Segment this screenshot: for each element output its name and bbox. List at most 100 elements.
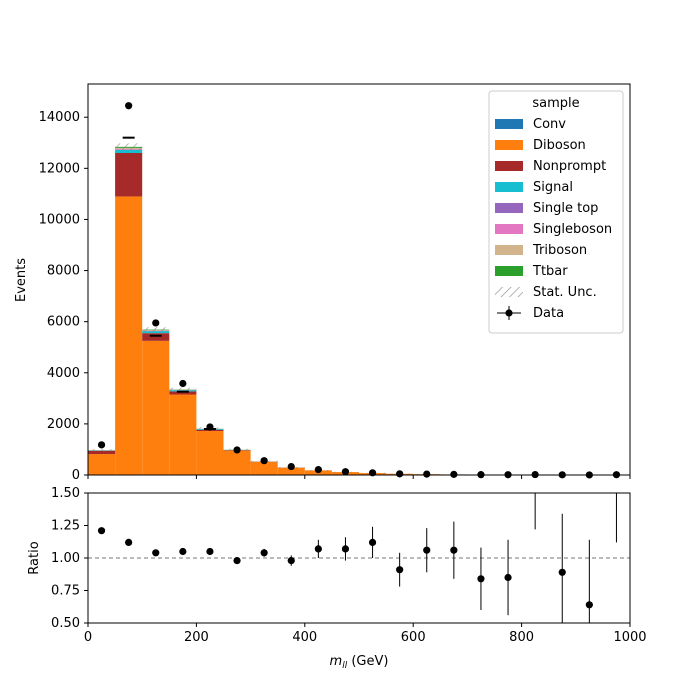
bar-diboson: [115, 196, 143, 475]
ratio-point: [233, 557, 241, 565]
ratio-point: [152, 549, 160, 557]
stat-unc-band: [142, 327, 170, 332]
ratio-point: [585, 601, 593, 609]
data-point: [396, 470, 404, 478]
main-y-ticks: 0 2000 4000 6000 8000 10000 12000 14000: [39, 110, 88, 483]
ratio-point: [504, 573, 512, 582]
legend-swatch-nonprompt: [495, 161, 523, 171]
ratio-point: [341, 545, 350, 553]
legend-label-ttbar: Ttbar: [532, 264, 568, 279]
x-tick-label: 1000: [613, 630, 646, 645]
legend-swatch-data: [505, 309, 513, 317]
ratio-point: [125, 538, 133, 547]
legend-swatch-conv: [495, 119, 523, 129]
data-point: [125, 102, 133, 110]
y-tick-label: 0: [72, 468, 80, 483]
x-tick-label: 0: [84, 630, 92, 645]
data-point: [233, 446, 241, 454]
legend-title: sample: [532, 96, 579, 111]
bar-signal: [115, 149, 143, 153]
bar-diboson: [196, 431, 224, 475]
data-point: [260, 457, 268, 465]
stat-unc-band: [115, 143, 143, 151]
data-point: [423, 470, 431, 478]
bar-signal: [142, 331, 170, 334]
y-tick-label: 4000: [47, 366, 80, 381]
y-tick-label: 2000: [47, 417, 80, 432]
main-plot-frame: [87, 83, 631, 476]
main-x-ticks: [87, 475, 631, 479]
ratio-y-tick-label: 0.75: [51, 584, 80, 599]
ratio-plot-frame: [87, 492, 631, 624]
legend-label-signal: Signal: [533, 180, 573, 195]
bar-diboson: [223, 450, 251, 475]
ratio-point: [396, 566, 404, 574]
data-point: [450, 470, 458, 478]
legend-label-single-top: Single top: [533, 201, 598, 216]
bar-nonprompt: [115, 153, 143, 197]
ratio-point: [558, 568, 566, 576]
y-tick-label: 14000: [39, 110, 80, 125]
bar-diboson: [277, 467, 305, 475]
data-point: [97, 441, 106, 449]
ratio-point: [260, 549, 268, 557]
main-plot: 0 2000 4000 6000 8000 10000 12000 14000 Events: [14, 83, 631, 483]
ratio-point: [314, 545, 322, 553]
ratio-y-tick-label: 0.50: [51, 616, 80, 631]
legend-label-singleboson: Singleboson: [533, 222, 612, 237]
data-point: [152, 319, 160, 327]
bar-diboson: [250, 461, 278, 475]
ratio-point: [613, 463, 620, 470]
ratio-point: [368, 538, 377, 547]
stat-unc-band: [169, 387, 197, 392]
ratio-plot: 0.50 0.75 1.00 1.25 1.50 0 200 400 600 800 1000 R…: [27, 463, 647, 671]
ratio-point: [450, 546, 458, 554]
x-axis-label: mll (GeV): [330, 654, 389, 671]
ratio-points: [97, 463, 620, 623]
ratio-y-axis-label: Ratio: [27, 541, 42, 574]
stat-unc-band: [88, 449, 116, 452]
legend-label-nonprompt: Nonprompt: [533, 159, 606, 174]
ratio-y-tick-label: 1.50: [51, 486, 80, 501]
x-tick-label: 600: [401, 630, 426, 645]
x-tick-label: 200: [184, 630, 209, 645]
legend: sample Conv Diboson Nonprompt Signal Single t…: [488, 90, 624, 334]
ratio-point: [287, 557, 295, 565]
data-point: [179, 379, 187, 388]
ratio-point: [206, 547, 214, 556]
bar-nonprompt: [88, 450, 116, 455]
bar-nonprompt: [169, 391, 197, 395]
legend-label-stat-unc: Stat. Unc.: [533, 285, 597, 300]
stacked-bars: [88, 143, 630, 475]
y-tick-label: 10000: [39, 212, 80, 227]
ratio-point: [477, 575, 485, 583]
ratio-point: [179, 547, 187, 556]
x-tick-label: 400: [292, 630, 317, 645]
y-axis-label: Events: [14, 258, 29, 302]
legend-swatch-single-top: [495, 203, 523, 213]
ratio-point: [423, 546, 431, 554]
data-point: [287, 462, 295, 471]
y-tick-label: 8000: [47, 264, 80, 279]
legend-label-conv: Conv: [533, 117, 566, 132]
ratio-x-ticks: 0 200 400 600 800 1000: [84, 623, 647, 645]
y-tick-label: 12000: [39, 161, 80, 176]
legend-swatch-signal: [495, 182, 523, 192]
legend-swatch-singleboson: [495, 224, 523, 234]
data-point: [341, 468, 350, 476]
y-tick-label: 6000: [47, 315, 80, 330]
legend-swatch-triboson: [495, 245, 523, 255]
ratio-y-tick-label: 1.25: [51, 519, 80, 534]
data-point: [314, 466, 322, 474]
legend-swatch-diboson: [495, 140, 523, 150]
ratio-y-tick-label: 1.00: [51, 551, 80, 566]
legend-label-data: Data: [533, 306, 564, 321]
legend-label-diboson: Diboson: [533, 138, 586, 153]
bar-nonprompt: [142, 333, 170, 341]
bar-diboson: [88, 454, 116, 475]
legend-label-triboson: Triboson: [532, 243, 587, 258]
bar-diboson: [142, 340, 170, 475]
x-tick-label: 800: [509, 630, 534, 645]
bar-diboson: [169, 394, 197, 475]
